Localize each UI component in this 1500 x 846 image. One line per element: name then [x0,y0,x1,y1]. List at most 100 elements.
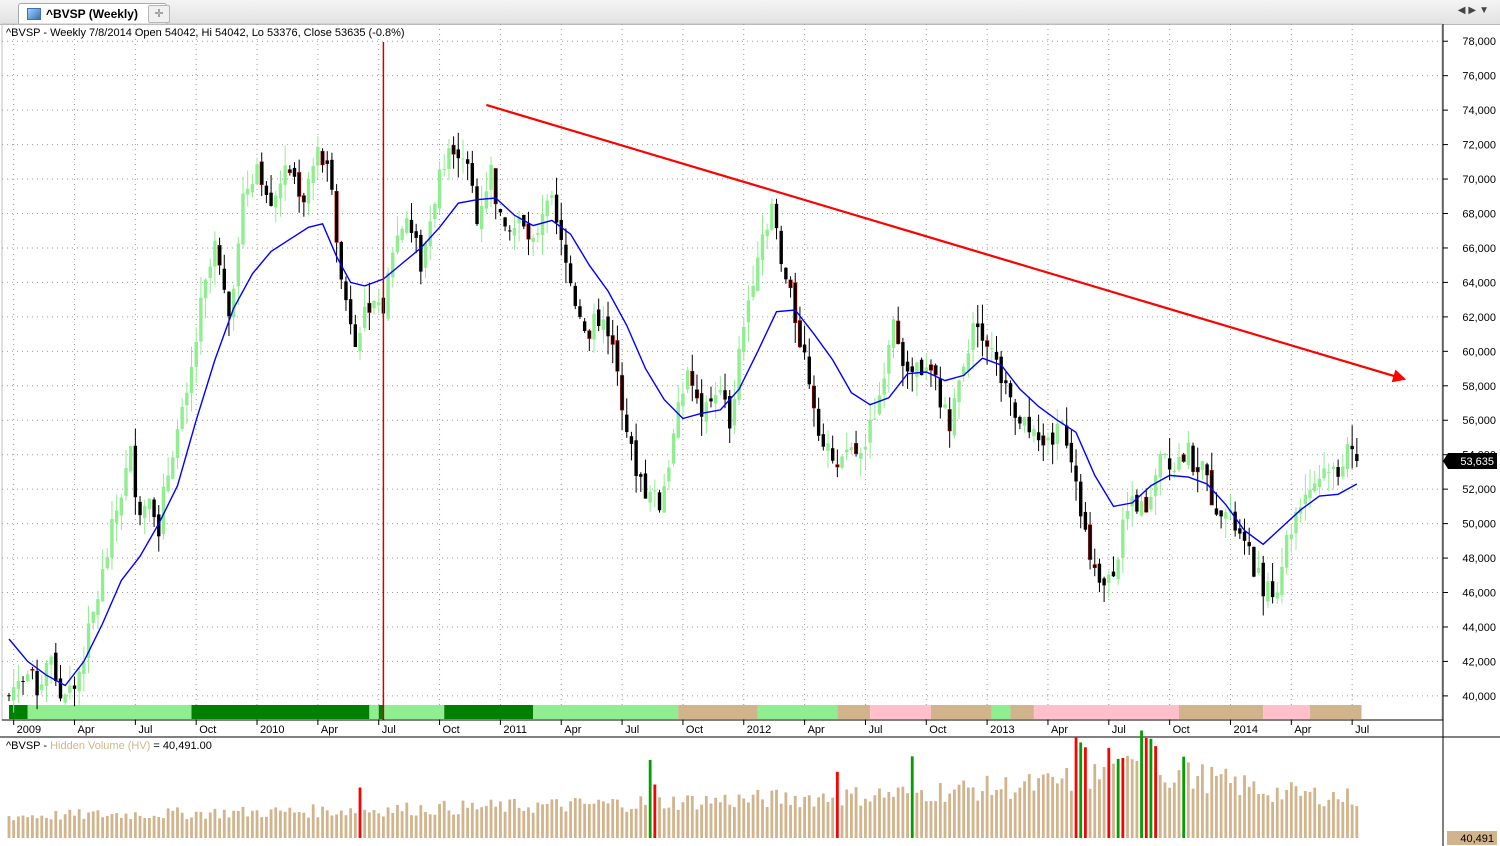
x-tick-label: Apr [1051,724,1068,736]
volume-bar [789,804,792,838]
candle-body [610,335,615,345]
candle-body [217,244,222,266]
volume-bar [119,817,123,838]
volume-bar [826,801,830,838]
candle-body [690,370,695,386]
candle-body [826,443,830,451]
volume-indicator-name: Hidden Volume (HV) [50,740,151,752]
volume-bar [845,789,849,838]
tab-title: ^BVSP (Weekly) [46,7,138,21]
volume-bar [1121,758,1125,838]
volume-bar [761,799,764,838]
candle-body [653,490,657,492]
new-tab-button[interactable]: ✛ [148,5,170,23]
candle-body [802,344,807,353]
regime-segment [369,705,379,719]
y-tick-label: 44,000 [1462,622,1496,634]
x-tick-label: Jul [868,724,882,736]
candle-body [498,208,503,213]
candle-body [199,297,203,342]
y-tick-label: 60,000 [1462,346,1496,358]
volume-bar [952,789,956,838]
candle-body [405,217,409,233]
volume-bar [971,787,975,838]
volume-bar [1289,782,1293,838]
volume-bar [747,802,750,838]
candle-body [320,150,325,166]
candle-body [840,456,844,468]
candle-body [596,309,601,327]
candle-body [928,364,933,371]
tab-scroll-arrows[interactable]: ◀▶▼ [1458,5,1492,16]
candle-body [391,252,395,278]
candle-body [306,179,311,204]
last-price-box [1443,452,1497,469]
candle-body [947,409,952,432]
candle-body [1336,467,1340,477]
tab-bvsp-weekly[interactable]: ^BVSP (Weekly) ✕ [18,3,168,24]
volume-panel-title: ^BVSP - Hidden Volume (HV) = 40,491.00 [6,740,212,752]
tab-list-icon[interactable]: ▼ [1479,5,1492,16]
candle-body [568,263,573,284]
volume-bar [1186,762,1190,838]
volume-bar [985,775,989,838]
candle-body [1303,494,1308,504]
volume-bar [709,803,713,838]
volume-bar [466,807,470,838]
scroll-left-icon[interactable]: ◀ [1457,5,1469,16]
candle-body [728,396,732,429]
candle-body [1018,416,1022,424]
candle-body [175,429,180,458]
candle-body [540,214,545,236]
volume-bar [1084,747,1087,838]
regime-segment [930,705,992,719]
volume-bar [531,812,535,838]
volume-bar [835,771,839,838]
volume-bar [1154,746,1157,838]
volume-bar [148,818,151,838]
trend-line [486,103,1407,383]
volume-bar [367,812,371,838]
candle-body [910,366,914,372]
volume-bar [1332,792,1335,838]
candle-body [882,378,886,395]
volume-bar [728,804,732,838]
volume-bar [133,812,137,838]
candle-body [189,366,194,394]
volume-bar [559,806,563,838]
candle-body [461,158,465,160]
candle-body [49,656,53,665]
candle-body [639,474,643,477]
volume-bar [260,817,264,838]
volume-bar [1032,790,1036,838]
candle-body [1121,519,1125,558]
volume-bar [250,810,254,838]
regime-segment [1310,705,1362,719]
candle-body [924,367,928,373]
candle-body [681,393,685,407]
volume-bar [1093,764,1097,838]
candle-body [250,184,255,193]
volume-bar [770,790,774,838]
candle-body [807,356,811,385]
y-gridlines [2,40,1443,697]
candle-body [386,272,390,319]
candle-body [784,267,788,280]
candle-body [835,464,840,468]
volume-bar [40,815,44,838]
candle-body [128,446,133,472]
scroll-right-icon[interactable]: ▶ [1468,5,1480,16]
candle-body [227,291,231,317]
y-tick-label: 62,000 [1462,312,1496,324]
x-tick-label: Apr [564,724,581,736]
volume-bar [793,795,797,838]
volume-bar [162,818,165,838]
regime-segment [1010,705,1034,719]
volume-bar [452,814,455,838]
volume-bar [807,795,811,838]
volume-bar [859,805,863,838]
volume-bar [470,802,474,838]
volume-bar [1098,779,1101,838]
candle-body [550,195,554,198]
